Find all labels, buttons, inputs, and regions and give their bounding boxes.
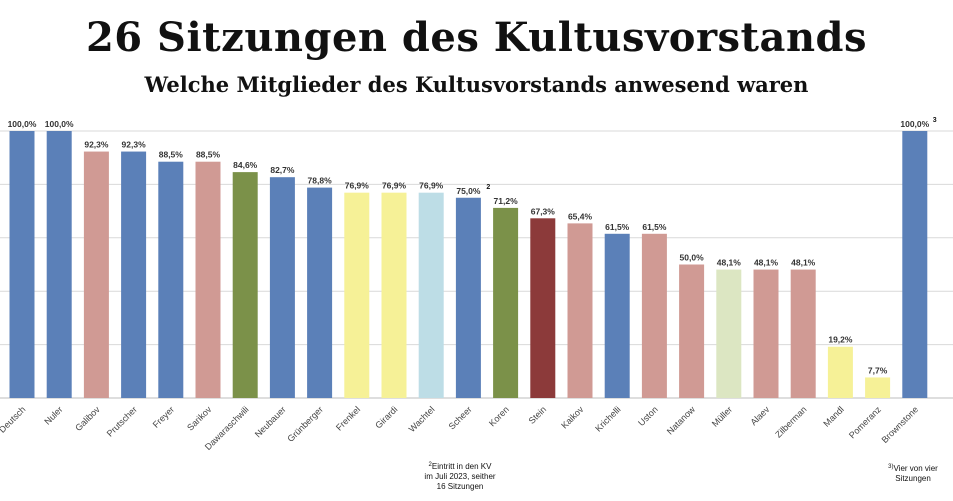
footnote-marker: 2 [486, 184, 490, 191]
bar-sarikov [195, 161, 221, 398]
footnote-2-line-2: im Juli 2023, seither [424, 472, 496, 481]
footnote-2: 2Eintritt in den KV im Juli 2023, seithe… [410, 462, 510, 492]
category-label: Neubauer [253, 404, 288, 439]
category-label: Brownstone [880, 404, 921, 445]
value-label: 100,0% [45, 119, 74, 129]
category-label: Wachtel [407, 404, 437, 434]
value-label: 50,0% [680, 253, 705, 263]
value-label: 48,1% [717, 258, 742, 268]
bar-uston [641, 233, 667, 398]
value-label: 82,7% [270, 165, 295, 175]
bar-mandl [827, 346, 853, 398]
footnote-2-line-3: 16 Sitzungen [436, 482, 484, 491]
category-label: Alaev [748, 404, 771, 427]
category-label: Nuler [42, 404, 64, 426]
bar-frenkel [344, 192, 370, 398]
bar-natanow [679, 264, 705, 398]
value-label: 7,7% [868, 365, 888, 375]
value-label: 48,1% [754, 258, 779, 268]
value-label: 92,3% [122, 140, 147, 150]
value-label: 76,9% [382, 181, 407, 191]
category-label: Stein [527, 404, 549, 426]
bar-grünberger [307, 187, 333, 398]
value-label: 100,0% [8, 119, 37, 129]
bar-scheer [455, 197, 481, 398]
footnote-3-line-2: Sitzungen [895, 474, 931, 483]
chart-subtitle: Welche Mitglieder des Kultusvorstands an… [144, 72, 809, 97]
value-label: 84,6% [233, 160, 258, 170]
category-label: Mandl [821, 404, 845, 428]
category-label: Scheer [447, 404, 474, 431]
value-label: 61,5% [605, 222, 630, 232]
bar-galibov [83, 151, 109, 398]
value-label: 61,5% [642, 222, 667, 232]
bar-prutscher [121, 151, 147, 398]
bar-brownstone [902, 131, 928, 398]
category-label: Prutscher [105, 404, 139, 438]
value-label: 92,3% [84, 140, 109, 150]
footnote-marker: 3 [933, 117, 937, 124]
footnote-3: 3)Vier von vier Sitzungen [876, 464, 950, 484]
chart-title: 26 Sitzungen des Kultusvorstands [85, 14, 868, 61]
bar-nuler [46, 131, 72, 398]
category-labels: Deutsch Nuler Galibov Prutscher Freyer Sariko… [0, 404, 920, 452]
category-label: Natanow [665, 404, 698, 437]
footnote-2-line-1: Eintritt in den KV [431, 462, 492, 471]
value-labels: 100,0% 100,0% 92,3% 92,3% 88,5% 88,5% 84,6% 82,… [8, 117, 937, 375]
value-label: 76,9% [345, 181, 370, 191]
value-label: 100,0% [900, 119, 929, 129]
footnote-3-mark: 3) [888, 464, 894, 470]
value-label: 88,5% [159, 150, 184, 160]
category-label: Zilberman [773, 404, 808, 439]
category-label: Girardi [373, 404, 399, 430]
category-label: Uston [636, 404, 660, 428]
value-label: 75,0% [456, 186, 481, 196]
bar-krichelli [604, 233, 630, 398]
category-label: Krichelli [593, 404, 622, 433]
category-label: Frenkel [334, 404, 362, 432]
value-label: 19,2% [828, 335, 853, 345]
bar-neubauer [269, 177, 295, 398]
bars [9, 131, 928, 398]
bar-koren [493, 207, 519, 398]
category-label: Freyer [151, 404, 176, 429]
footnote-3-line-1: Vier von vier [893, 464, 938, 473]
bar-alaev [753, 269, 779, 398]
bar-stein [530, 218, 556, 398]
bar-pomeranz [865, 377, 891, 398]
category-label: Sarikov [185, 404, 214, 433]
bar-girardi [381, 192, 407, 398]
value-label: 71,2% [494, 196, 519, 206]
category-label: Deutsch [0, 404, 27, 434]
value-label: 65,4% [568, 211, 593, 221]
category-label: Kaikov [559, 404, 586, 431]
value-label: 88,5% [196, 150, 221, 160]
bar-freyer [158, 161, 184, 398]
bar-kaikov [567, 223, 593, 398]
value-label: 67,3% [531, 206, 556, 216]
footnote-2-mark: 2 [428, 462, 432, 468]
bar-deutsch [9, 131, 35, 398]
category-label: Grünberger [285, 404, 325, 444]
category-label: Pomeranz [847, 404, 883, 440]
value-label: 78,8% [308, 176, 333, 186]
category-label: Müller [710, 404, 734, 428]
category-label: Koren [487, 404, 511, 428]
bar-zilberman [790, 269, 816, 398]
bar-wachtel [418, 192, 444, 398]
category-label: Galibov [73, 404, 102, 433]
bar-dawaraschwili [232, 172, 258, 398]
value-label: 76,9% [419, 181, 444, 191]
value-label: 48,1% [791, 258, 816, 268]
bar-müller [716, 269, 742, 398]
